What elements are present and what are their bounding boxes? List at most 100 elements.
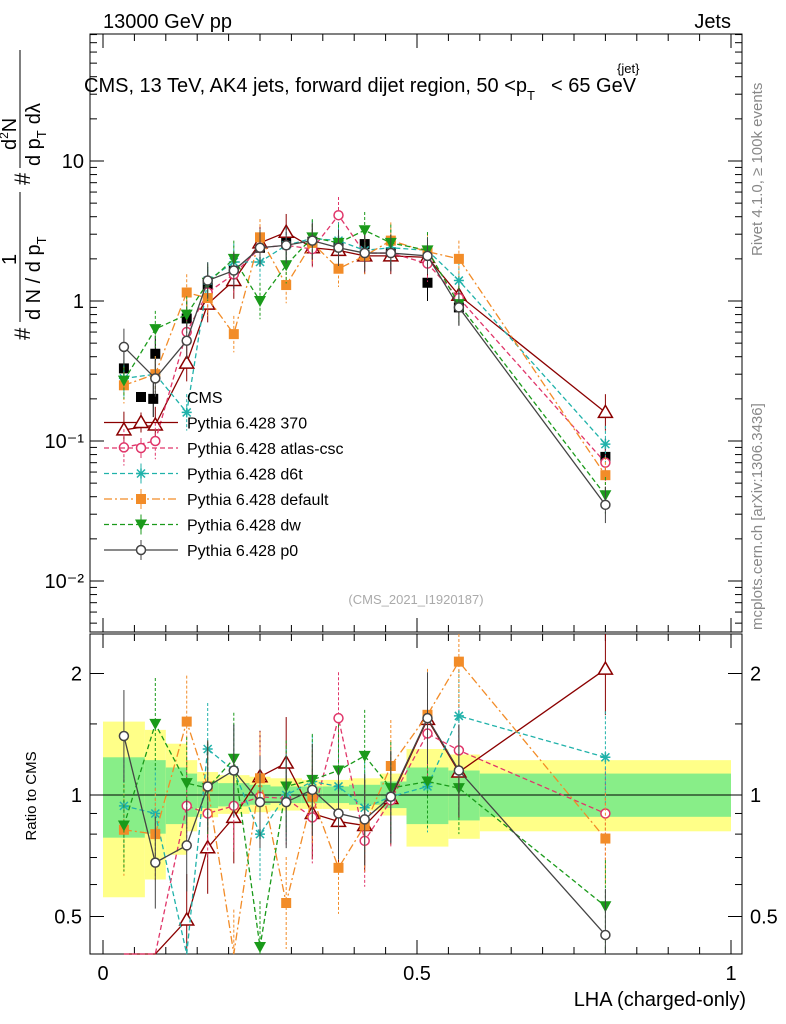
- legend-marker: [136, 494, 146, 504]
- series-line: [123, 239, 606, 506]
- legend-label: Pythia 6.428 default: [187, 492, 329, 509]
- ratio-point: [117, 820, 130, 832]
- mcplots-label: mcplots.cern.ch [arXiv:1306.3436]: [749, 403, 766, 630]
- ratio-point: [202, 781, 213, 792]
- series-line: [123, 231, 606, 431]
- data-point: [281, 280, 292, 291]
- ratio-line: [123, 716, 606, 936]
- ratio-point: [421, 776, 434, 788]
- data-point: [600, 439, 611, 450]
- ylabel-frac-num: d: [0, 139, 21, 150]
- ratio-plot: 0.5 0.5 1 1 2 2 0 0.5 1 Ratio to CMS LHA (charge…: [23, 633, 778, 1011]
- data-point: [333, 242, 344, 254]
- data-point: [181, 335, 192, 347]
- legend-label: CMS: [187, 390, 223, 407]
- ratio-y-tick-label: 1: [71, 785, 82, 807]
- ratio-series-pythia-6-428-p0: [118, 672, 611, 954]
- title-end: < 65 GeV: [551, 75, 637, 97]
- ratio-point: [453, 710, 464, 721]
- ratio-point: [453, 656, 464, 667]
- ylabel-hash-1: #: [10, 327, 35, 340]
- data-point: [422, 277, 433, 288]
- ratio-plot-frame: [89, 633, 743, 955]
- data-point: [333, 263, 344, 274]
- ratio-point: [385, 791, 397, 803]
- y-tick-label: 10⁻²: [45, 571, 85, 593]
- ratio-y-tick-label: 2: [71, 664, 82, 686]
- ratio-point: [600, 833, 611, 844]
- data-point: [422, 250, 433, 262]
- data-point: [180, 309, 193, 321]
- data-point: [148, 393, 159, 404]
- ratio-point: [358, 750, 371, 762]
- data-point: [359, 247, 370, 259]
- data-point: [280, 240, 292, 251]
- ratio-point: [178, 911, 196, 926]
- main-plot: 10⁻² 10⁻¹ 1 10 CMS, 13 TeV, AK4 jets, forwa…: [0, 33, 743, 633]
- svg-text:#: #: [10, 327, 35, 340]
- ratio-point: [333, 808, 344, 819]
- ratio-point: [181, 716, 192, 727]
- data-point: [181, 287, 192, 298]
- ratio-point: [150, 857, 161, 868]
- ratio-point: [118, 730, 130, 742]
- x-tick-label: 1: [725, 963, 736, 985]
- title-subscript: T: [527, 88, 535, 103]
- header-right-label: Jets: [694, 11, 731, 33]
- ratio-point: [228, 765, 240, 776]
- ratio-point: [280, 796, 292, 808]
- data-point: [228, 265, 240, 276]
- title-superscript: {jet}: [617, 61, 640, 76]
- ratio-point: [254, 796, 266, 808]
- data-point: [228, 329, 239, 340]
- ratio-point: [600, 929, 611, 941]
- legend-label: Pythia 6.428 370: [187, 416, 307, 433]
- legend-marker: [135, 442, 147, 454]
- ratio-point: [422, 712, 433, 724]
- title-text: CMS, 13 TeV, AK4 jets, forward dijet reg…: [84, 75, 527, 97]
- ylabel-fraction-1: d N / d pT: [23, 236, 49, 320]
- ratio-band-green: [165, 767, 187, 825]
- data-point: [254, 296, 266, 307]
- legend-label: Pythia 6.428 p0: [187, 543, 298, 560]
- legend-label: Pythia 6.428 d6t: [187, 467, 303, 484]
- data-point: [149, 324, 162, 336]
- ratio-point: [600, 752, 611, 763]
- ratio-ticks: 0.5 0.5 1 1 2 2 0 0.5 1: [54, 634, 778, 985]
- legend-label: Pythia 6.428 dw: [187, 518, 301, 535]
- ratio-y-tick-label-right: 2: [750, 664, 761, 686]
- ratio-point: [149, 718, 162, 730]
- data-point: [150, 348, 161, 359]
- ylabel-hash-2: #: [10, 172, 35, 185]
- ratio-y-tick-label-right: 0.5: [750, 907, 778, 929]
- header-left-label: 13000 GeV pp: [103, 11, 232, 33]
- data-point: [453, 275, 464, 286]
- y-axis-label-main: # d N / d pT 1 # d2N d pTdλ: [0, 50, 49, 340]
- ylabel-numerator-1: 1: [0, 254, 21, 265]
- x-axis-label: LHA (charged-only): [574, 989, 746, 1011]
- data-point: [597, 403, 614, 419]
- ylabel-dn-dpt-sub: T: [34, 236, 49, 244]
- data-point: [358, 225, 371, 237]
- data-point: [453, 253, 464, 264]
- svg-text:CMS, 13 TeV, AK4 jets, forward: CMS, 13 TeV, AK4 jets, forward dijet reg…: [84, 75, 637, 103]
- data-point: [254, 242, 266, 254]
- main-series: [115, 196, 614, 524]
- legend-marker: [135, 544, 147, 556]
- legend-label: Pythia 6.428 atlas-csc: [187, 441, 344, 458]
- data-point: [178, 354, 196, 369]
- ratio-point: [180, 778, 193, 790]
- ratio-y-tick-label-right: 1: [750, 785, 761, 807]
- ratio-point: [333, 712, 344, 724]
- chart-title: CMS, 13 TeV, AK4 jets, forward dijet reg…: [84, 61, 640, 103]
- ylabel-fraction-2: d2N d pTdλ: [0, 50, 49, 168]
- ratio-point: [254, 942, 266, 954]
- ratio-point: [181, 840, 192, 851]
- y-tick-label: 10: [62, 151, 84, 173]
- ylabel-frac-den-sub: T: [34, 130, 49, 138]
- ylabel-frac-num-end: N: [0, 118, 21, 132]
- ratio-series: [117, 634, 614, 955]
- data-point: [333, 209, 344, 221]
- legend: CMS Pythia 6.428 370 Pythia 6.428 atlas-cs…: [104, 390, 344, 560]
